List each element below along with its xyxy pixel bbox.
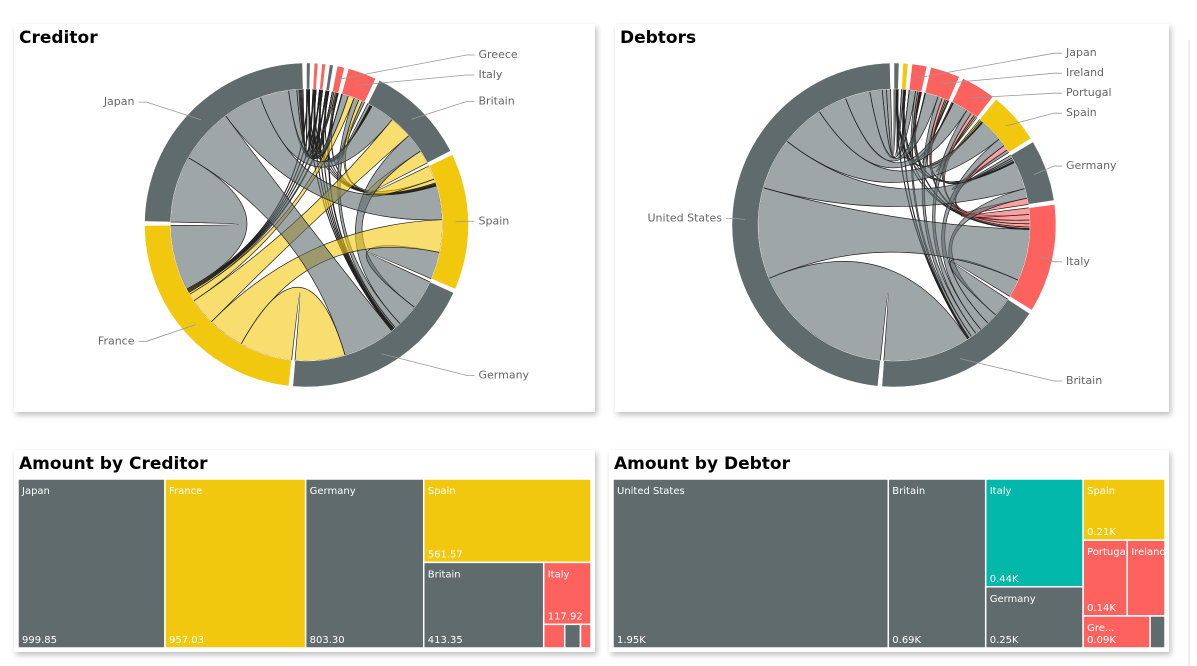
tile-value: 413.35 [428,635,463,646]
tile-value: 957.03 [169,635,204,646]
label-line [138,101,202,121]
chord-arc [881,299,1030,388]
chord-label: Ireland [1066,66,1104,79]
chord-label: Japan [103,95,135,108]
label-line [381,353,475,376]
tile-value: 0.25K [990,635,1019,646]
tile-value: 117.92 [548,611,583,622]
tile-label: Portugal [1087,547,1128,558]
tile [1126,539,1166,617]
tile-value: 0.69K [892,635,921,646]
label-line [138,324,196,342]
label-line [917,52,1062,79]
tile-label: Spain [428,486,456,497]
tile [422,561,545,649]
chord-label: United States [648,211,723,224]
tile-label: France [169,486,202,497]
label-line [357,74,475,86]
tile [542,561,592,626]
chord-arc [1009,204,1057,311]
tile-label: Britain [892,486,925,497]
chart-title: Amount by Debtor [614,454,791,474]
tile-label: Italy [990,486,1012,497]
tile-value: 803.30 [310,635,345,646]
tile-label: United States [617,486,685,497]
tile [1082,539,1128,617]
chord-label: Greece [479,48,518,61]
label-line [338,54,475,80]
chord-label: France [98,334,135,347]
tile-label: Gre... [1087,623,1114,634]
chord-arc [325,64,334,92]
tile-value: 1.95K [617,635,646,646]
label-line [411,101,475,120]
tile-value: 999.85 [22,635,57,646]
chord-arc [144,225,292,387]
label-line [726,218,746,220]
tile-value: 561.57 [428,549,463,560]
chord-label: Spain [1066,106,1097,119]
tile [304,478,425,649]
tile [579,623,592,649]
tile-label: Ireland [1131,547,1166,558]
tile [17,478,166,649]
chord-label: Britain [1066,374,1102,387]
label-line [959,358,1062,382]
tile-label: Germany [310,486,356,497]
label-line [971,92,1062,99]
tile [542,623,566,649]
tile-label: Germany [990,594,1036,605]
tile [887,478,987,649]
tile-label: Britain [428,569,461,580]
tile-value: 0.14K [1087,603,1116,614]
tile-value: 0.09K [1087,635,1116,646]
chord-label: Germany [479,368,530,381]
chart-title: Amount by Creditor [19,454,208,474]
chord-arc [292,281,454,388]
chord-arc [1010,141,1055,205]
chord-arc [428,154,469,290]
chord-label: Japan [1065,46,1097,59]
chart-title: Creditor [19,28,98,48]
chord-label: Italy [479,68,503,81]
chord-arc [893,62,900,90]
tile-label: Italy [548,569,570,580]
tile [1149,615,1166,649]
label-line [1034,165,1062,175]
tile-label: Japan [21,486,50,497]
chord-arc [144,62,304,223]
chord-label: Germany [1066,159,1117,172]
chord-label: Portugal [1066,86,1112,99]
label-line [1039,256,1062,263]
label-line [941,72,1062,85]
tile [422,478,592,564]
label-line [1005,112,1062,127]
chord-arc [901,62,909,90]
chart-title: Debtors [620,28,696,48]
chord-label: Spain [479,214,510,227]
tile [563,623,582,649]
tile [1082,478,1166,541]
label-line [455,220,475,223]
tile-value: 0.44K [990,574,1019,585]
chord-label: Italy [1066,255,1090,268]
tile-label: Spain [1087,486,1115,497]
chord-arc [319,63,326,91]
ribbons [757,88,1031,362]
tile-value: 0.21K [1087,527,1116,538]
chord-arc [306,62,311,90]
chord-arc [731,62,891,387]
chord-label: Britain [479,94,515,107]
chord-arc [312,62,319,90]
ribbons [170,88,443,362]
tile [164,478,307,649]
tile [612,478,890,649]
chord-arc [367,80,451,164]
